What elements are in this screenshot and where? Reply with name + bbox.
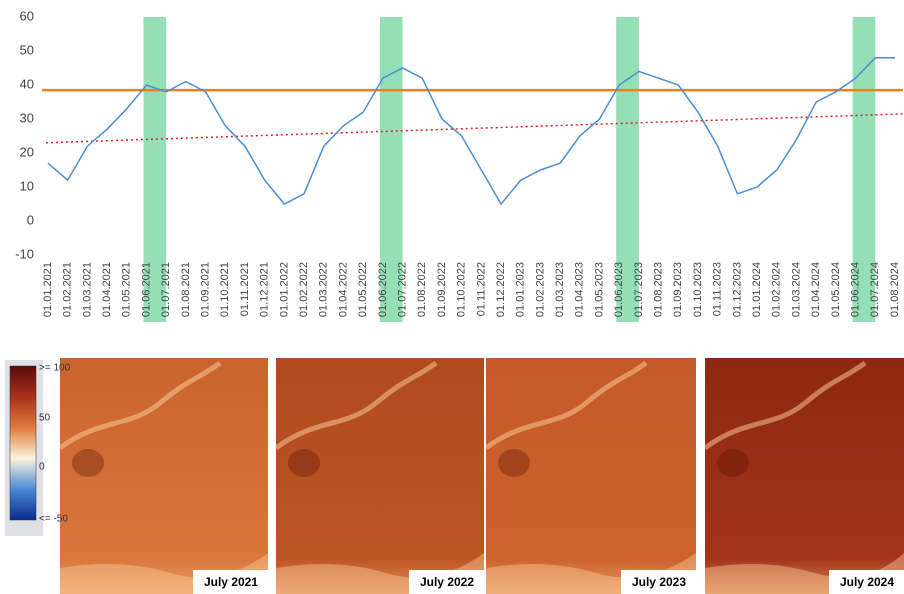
- x-tick-label: 01.04.2024: [810, 262, 822, 317]
- x-tick-label: 01.11.2022: [475, 262, 487, 316]
- x-tick-label: 01.03.2024: [790, 262, 802, 317]
- y-tick-label: 30: [20, 110, 34, 125]
- x-tick-label: 01.01.2024: [751, 262, 763, 317]
- x-tick-label: 01.01.2023: [515, 262, 527, 317]
- x-tick-label: 01.07.2023: [633, 262, 645, 317]
- trend-line: [46, 114, 903, 143]
- map-caption: July 2024: [840, 575, 894, 589]
- x-tick-label: 01.03.2023: [554, 262, 566, 317]
- x-tick-label: 01.01.2022: [278, 262, 290, 317]
- x-tick-label: 01.03.2021: [81, 262, 93, 317]
- x-tick-label: 01.11.2023: [712, 262, 724, 316]
- x-tick-label: 01.10.2021: [219, 262, 231, 317]
- x-tick-label: 01.01.2021: [42, 262, 54, 317]
- colorbar-label: >= 100: [39, 363, 71, 374]
- x-tick-label: 01.12.2021: [259, 262, 271, 317]
- x-tick-label: 01.02.2021: [62, 262, 74, 317]
- x-tick-label: 01.08.2022: [416, 262, 428, 317]
- x-tick-label: 01.06.2021: [140, 262, 152, 317]
- map-caption: July 2022: [420, 575, 474, 589]
- x-tick-label: 01.02.2024: [771, 262, 783, 317]
- x-tick-label: 01.05.2023: [593, 262, 605, 317]
- map-lake: [72, 449, 104, 477]
- x-tick-label: 01.02.2022: [298, 262, 310, 317]
- x-tick-label: 01.05.2022: [357, 262, 369, 317]
- x-tick-label: 01.07.2022: [396, 262, 408, 317]
- x-tick-label: 01.06.2024: [850, 262, 862, 317]
- map-lake: [498, 449, 530, 477]
- x-tick-label: 01.12.2023: [731, 262, 743, 317]
- colorbar-label: 50: [39, 413, 51, 424]
- page: July 2021 July 2022 July 2023 July 2024 -10…: [0, 0, 904, 594]
- x-tick-label: 01.03.2022: [318, 262, 330, 317]
- data-line: [48, 58, 895, 204]
- x-tick-label: 01.06.2022: [377, 262, 389, 317]
- x-tick-label: 01.09.2023: [672, 262, 684, 317]
- colorbar-label: 0: [39, 462, 45, 473]
- x-tick-label: 01.09.2022: [436, 262, 448, 317]
- colorbar-label: <= -50: [39, 514, 68, 525]
- x-tick-label: 01.02.2023: [534, 262, 546, 317]
- x-tick-label: 01.10.2022: [456, 262, 468, 317]
- map-caption: July 2021: [204, 575, 258, 589]
- map-lake: [717, 449, 749, 477]
- x-tick-label: 01.07.2024: [869, 262, 881, 317]
- y-tick-label: 20: [20, 144, 34, 159]
- x-tick-label: 01.08.2023: [653, 262, 665, 317]
- y-tick-label: -10: [15, 246, 34, 261]
- y-tick-label: 0: [27, 212, 34, 227]
- x-tick-label: 01.04.2021: [101, 262, 113, 317]
- x-tick-label: 01.08.2021: [180, 262, 192, 317]
- x-tick-label: 01.05.2021: [121, 262, 133, 317]
- y-tick-label: 50: [20, 42, 34, 57]
- colorbar: [10, 366, 36, 520]
- map-caption: July 2023: [632, 575, 686, 589]
- x-tick-label: 01.08.2024: [889, 262, 901, 317]
- x-tick-label: 01.05.2024: [830, 262, 842, 317]
- map-lake: [288, 449, 320, 477]
- x-tick-label: 01.12.2022: [495, 262, 507, 317]
- x-tick-label: 01.06.2023: [613, 262, 625, 317]
- x-tick-label: 01.07.2021: [160, 262, 172, 317]
- y-tick-label: 10: [20, 178, 34, 193]
- x-tick-label: 01.04.2023: [574, 262, 586, 317]
- y-tick-label: 60: [20, 8, 34, 23]
- x-tick-label: 01.04.2022: [337, 262, 349, 317]
- x-tick-label: 01.10.2023: [692, 262, 704, 317]
- x-tick-label: 01.11.2021: [239, 262, 251, 316]
- y-tick-label: 40: [20, 76, 34, 91]
- x-tick-label: 01.09.2021: [199, 262, 211, 317]
